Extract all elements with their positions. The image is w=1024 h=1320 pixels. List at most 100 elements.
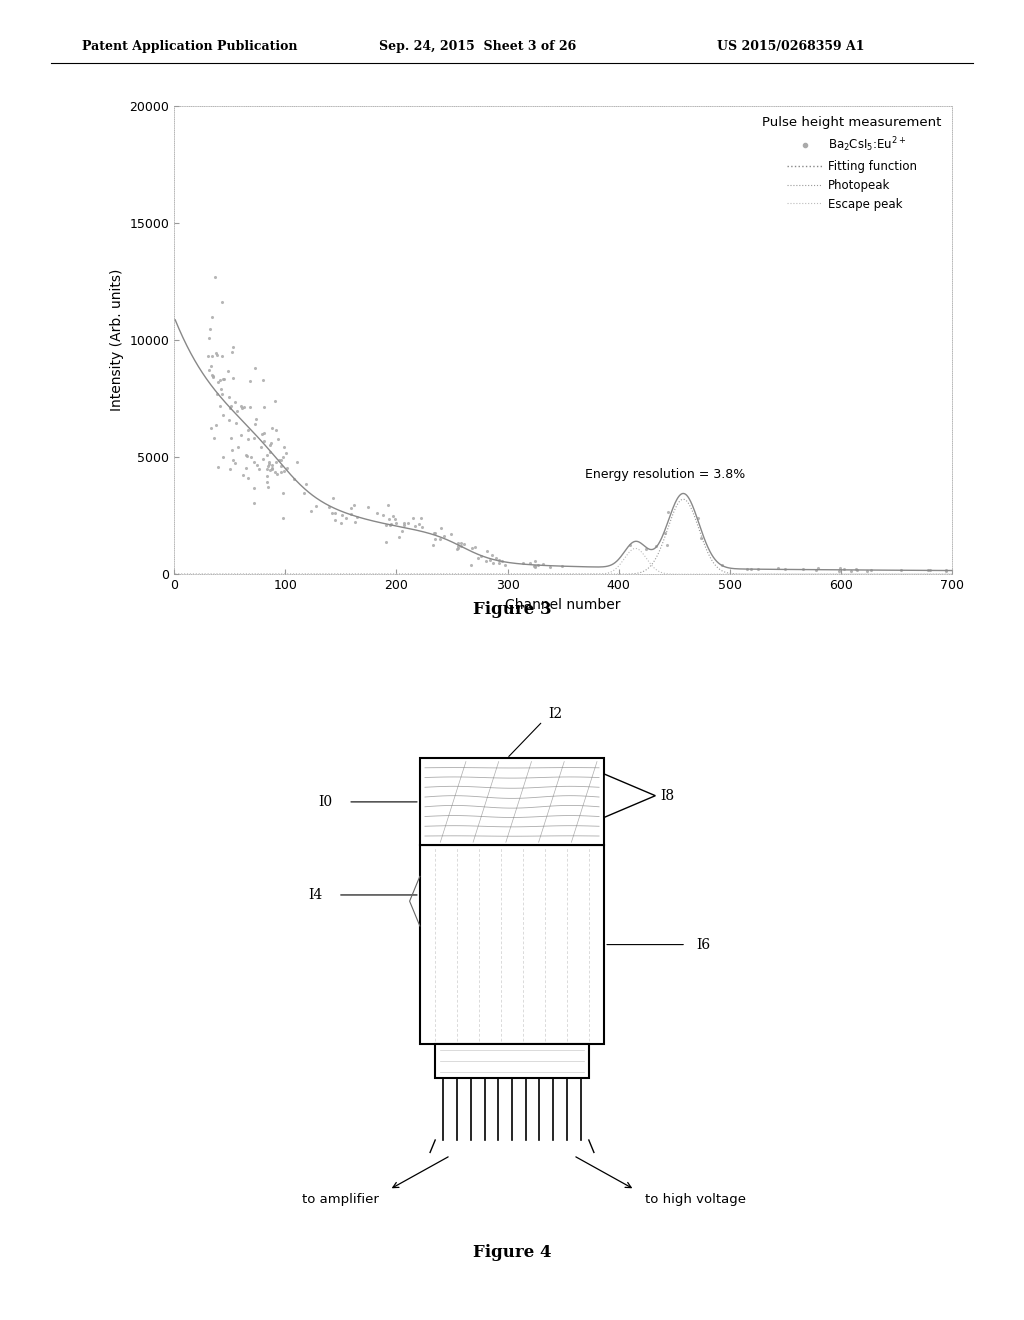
Text: to high voltage: to high voltage (645, 1193, 746, 1205)
Point (922, 560, 938, 581)
Point (849, 558, 865, 579)
Text: Energy resolution = 3.8%: Energy resolution = 3.8% (586, 469, 745, 480)
Bar (420, 759, 604, 845)
Point (234, 465, 251, 486)
Point (271, 449, 288, 470)
Point (443, 524, 460, 545)
Point (529, 554, 546, 576)
Point (208, 343, 224, 364)
Point (262, 459, 279, 480)
Point (259, 455, 275, 477)
Point (203, 355, 219, 376)
Text: I4: I4 (308, 888, 323, 902)
Point (497, 554, 513, 576)
Point (262, 441, 279, 462)
Point (205, 366, 221, 387)
Point (808, 560, 824, 581)
Point (256, 430, 272, 451)
Point (274, 482, 291, 503)
Point (742, 558, 759, 579)
Point (347, 512, 364, 533)
Point (378, 515, 394, 536)
Point (211, 395, 227, 416)
Point (692, 528, 709, 549)
Point (394, 520, 411, 541)
Point (236, 396, 252, 417)
Point (938, 561, 954, 582)
Point (453, 532, 469, 553)
Point (453, 535, 469, 556)
Point (264, 418, 281, 440)
Point (278, 442, 294, 463)
Point (240, 429, 256, 450)
Point (242, 371, 258, 392)
Point (202, 359, 218, 380)
Point (343, 498, 359, 519)
Point (307, 495, 324, 516)
Point (484, 552, 501, 573)
Point (267, 451, 284, 473)
Point (246, 492, 262, 513)
Point (750, 558, 766, 579)
Point (210, 457, 226, 478)
Point (253, 436, 269, 457)
Point (275, 461, 292, 482)
Point (494, 550, 510, 572)
Point (338, 508, 354, 529)
Point (521, 552, 538, 573)
Point (259, 466, 275, 487)
Point (380, 495, 396, 516)
Point (385, 506, 401, 527)
Point (247, 413, 263, 434)
Point (232, 424, 249, 445)
Point (240, 418, 256, 440)
Text: I2: I2 (548, 708, 562, 721)
Point (256, 396, 272, 417)
Point (324, 502, 340, 523)
Point (259, 459, 275, 480)
Bar (420, 845, 604, 1044)
Point (223, 440, 240, 461)
Point (387, 512, 403, 533)
Point (714, 554, 730, 576)
Point (658, 535, 675, 556)
Point (345, 494, 361, 515)
Point (526, 550, 543, 572)
Point (256, 422, 272, 444)
Text: I8: I8 (660, 788, 675, 803)
Point (279, 457, 295, 478)
Point (893, 560, 909, 581)
Point (213, 383, 229, 404)
Point (325, 487, 341, 508)
Point (222, 397, 239, 418)
Text: Sep. 24, 2015  Sheet 3 of 26: Sep. 24, 2015 Sheet 3 of 26 (379, 40, 577, 53)
Point (863, 560, 880, 581)
Point (414, 516, 430, 537)
Point (254, 424, 270, 445)
Point (276, 436, 293, 457)
Point (254, 449, 270, 470)
Point (264, 455, 281, 477)
Point (659, 502, 676, 523)
Point (483, 544, 500, 565)
X-axis label: Channel number: Channel number (506, 598, 621, 611)
Point (207, 267, 223, 288)
Point (327, 503, 343, 524)
Point (848, 558, 864, 579)
Point (259, 477, 275, 498)
Point (227, 413, 244, 434)
Point (657, 523, 674, 544)
Point (333, 512, 349, 533)
Point (514, 552, 530, 573)
Point (836, 558, 852, 579)
Point (427, 523, 443, 544)
Point (425, 523, 441, 544)
Point (831, 560, 848, 581)
Point (436, 525, 453, 546)
Point (209, 345, 225, 366)
Point (648, 536, 665, 557)
Point (478, 550, 495, 572)
Point (425, 535, 441, 556)
Point (221, 387, 238, 408)
Point (456, 533, 472, 554)
